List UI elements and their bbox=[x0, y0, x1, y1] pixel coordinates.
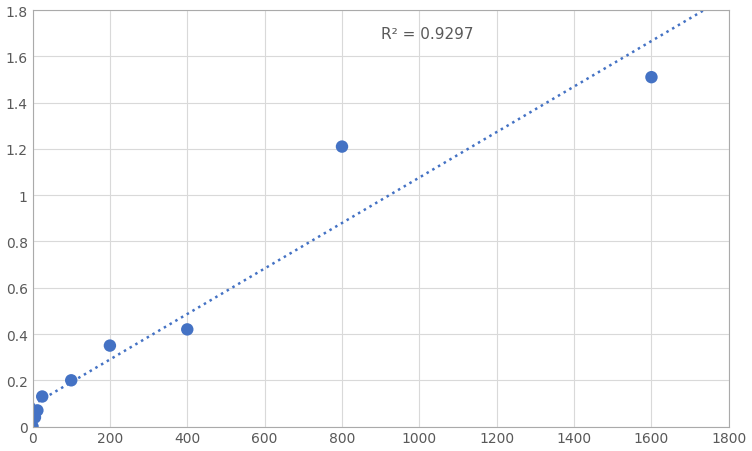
Point bbox=[36, 393, 48, 400]
Text: R² = 0.9297: R² = 0.9297 bbox=[381, 27, 473, 42]
Point bbox=[336, 144, 348, 151]
Point bbox=[181, 326, 193, 333]
Point bbox=[26, 423, 38, 430]
Point bbox=[104, 342, 116, 350]
Point bbox=[65, 377, 77, 384]
Point bbox=[29, 414, 41, 421]
Point bbox=[645, 74, 657, 82]
Point bbox=[32, 407, 44, 414]
